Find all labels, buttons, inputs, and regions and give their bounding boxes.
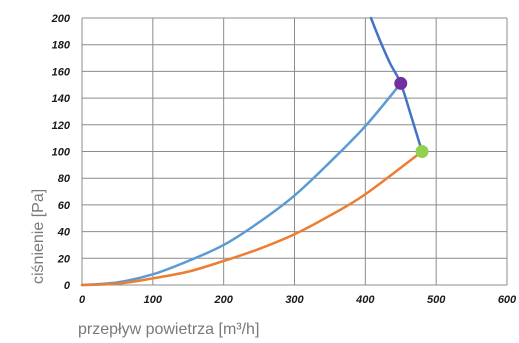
series-line-2 bbox=[80, 150, 424, 287]
x-tick-label: 100 bbox=[144, 294, 163, 306]
x-axis-title: przepływ powietrza [m³/h] bbox=[78, 321, 259, 338]
x-tick-label: 500 bbox=[427, 294, 446, 306]
y-tick-label: 20 bbox=[57, 253, 71, 265]
x-tick-labels: 0 100 200 300 400 500 600 bbox=[79, 294, 517, 306]
x-tick-label: 0 bbox=[79, 294, 86, 306]
y-tick-label: 120 bbox=[52, 120, 71, 132]
y-tick-label: 180 bbox=[52, 40, 71, 52]
series-line-1 bbox=[80, 82, 402, 287]
y-tick-label: 80 bbox=[58, 173, 71, 185]
grid bbox=[81, 17, 508, 286]
y-tick-label: 140 bbox=[52, 93, 71, 105]
y-tick-label: 40 bbox=[57, 227, 71, 239]
operating-point-2 bbox=[415, 145, 429, 158]
y-tick-label: 160 bbox=[52, 66, 71, 78]
series-group bbox=[80, 16, 424, 287]
y-axis-title: ciśnienie [Pa] bbox=[30, 189, 47, 284]
y-tick-label: 200 bbox=[51, 13, 71, 25]
y-tick-label: 100 bbox=[52, 147, 71, 159]
points-group bbox=[394, 76, 429, 158]
y-tick-label: 0 bbox=[64, 280, 71, 292]
x-tick-label: 300 bbox=[285, 294, 304, 306]
x-tick-label: 200 bbox=[213, 294, 233, 306]
y-tick-label: 60 bbox=[58, 200, 71, 212]
operating-point-1 bbox=[394, 76, 408, 90]
x-tick-label: 400 bbox=[355, 294, 375, 306]
series-line-3 bbox=[369, 16, 424, 153]
x-tick-label: 600 bbox=[498, 294, 517, 306]
y-tick-labels: 0 20 40 60 80 100 120 140 160 180 200 bbox=[51, 13, 71, 292]
